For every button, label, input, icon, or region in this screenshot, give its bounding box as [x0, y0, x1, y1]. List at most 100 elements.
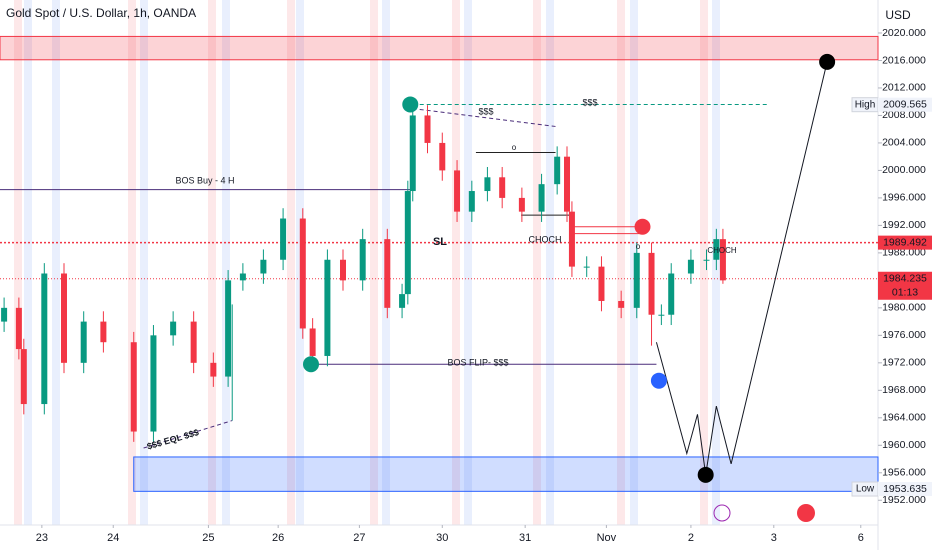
session-stripe [700, 0, 708, 525]
session-stripe [208, 0, 216, 525]
candle-body [648, 252, 655, 315]
flag-icon[interactable] [797, 504, 815, 522]
x-tick-label: 27 [353, 532, 365, 544]
candle-body [190, 321, 197, 363]
session-stripe [128, 0, 136, 525]
annotation: CHOCH [529, 234, 562, 244]
candle-body [150, 335, 157, 432]
candle-body [359, 239, 366, 281]
candle-body [598, 266, 605, 301]
candle-body [658, 314, 665, 316]
annotation: SL [433, 236, 447, 248]
candle-body [618, 300, 625, 308]
y-tick-label: 1992.000 [882, 219, 926, 231]
y-tick-label: 2008.000 [882, 109, 926, 121]
candle-body [280, 218, 287, 260]
price-badge-label: 1989.492 [883, 236, 927, 248]
session-stripe [546, 0, 554, 525]
price-badge [878, 271, 932, 300]
annotation: $$$ [478, 106, 493, 116]
candle-body [210, 362, 217, 377]
chart-title: Gold Spot / U.S. Dollar, 1h, OANDA [6, 6, 196, 20]
x-tick-label: 26 [272, 532, 284, 544]
session-stripe [287, 0, 295, 525]
candle-body [583, 266, 590, 268]
drawing-line [412, 108, 556, 127]
currency: USD [885, 8, 911, 22]
annotation: CHOCH [707, 246, 737, 255]
candle-body [41, 273, 48, 405]
y-tick-label: 2020.000 [882, 27, 926, 39]
session-stripe [222, 0, 230, 525]
session-stripe [452, 0, 460, 525]
x-tick-label: 3 [771, 532, 777, 544]
candle-body [130, 342, 137, 432]
candle-body [719, 239, 726, 281]
drawing-point [819, 53, 836, 70]
marker-badge [878, 97, 932, 112]
drawing-point [697, 466, 714, 483]
candle-body [424, 115, 431, 143]
y-tick-label: 1960.000 [882, 439, 926, 451]
y-tick-label: 2016.000 [882, 54, 926, 66]
annotation: $$$ [582, 97, 597, 107]
y-tick-label: 2012.000 [882, 82, 926, 94]
y-tick-label: 1952.000 [882, 494, 926, 506]
candle-body [1, 307, 8, 322]
session-stripe [617, 0, 625, 525]
session-stripe [52, 0, 60, 525]
y-tick-label: 1956.000 [882, 467, 926, 479]
y-tick-label: 1980.000 [882, 302, 926, 314]
candle-body [668, 273, 675, 315]
marker-tag-label: High [855, 99, 876, 110]
candle-body [633, 252, 640, 308]
x-tick-label: 6 [858, 532, 864, 544]
y-tick-label: 1964.000 [882, 412, 926, 424]
candle-body [20, 349, 27, 405]
candle-body [100, 321, 107, 343]
candle-body [384, 239, 391, 308]
candle-body [484, 177, 491, 192]
drawing-line [143, 420, 233, 449]
candle-body [15, 307, 22, 350]
candle-body [687, 259, 694, 274]
candle-body [409, 115, 416, 192]
session-stripe [140, 0, 148, 525]
drawing-point [634, 218, 651, 235]
x-tick-label: 25 [202, 532, 214, 544]
zone [133, 456, 879, 492]
annotation: BOS Buy - 4 H [175, 175, 234, 185]
session-stripe [14, 0, 22, 525]
candle-body [170, 321, 177, 336]
session-stripe [370, 0, 378, 525]
y-tick-label: 1988.000 [882, 247, 926, 259]
candle-body [299, 218, 306, 329]
x-tick-label: 2 [688, 532, 694, 544]
price-badge-label: 1984.235 [883, 273, 927, 285]
x-tick-label: 24 [107, 532, 119, 544]
x-tick-label: Nov [597, 532, 617, 544]
annotation: o [636, 242, 641, 251]
candle-body [538, 184, 545, 212]
countdown: 01:13 [892, 287, 918, 299]
candle-body [468, 191, 475, 212]
y-tick-label: 2000.000 [882, 164, 926, 176]
candle-body [239, 273, 246, 281]
price-badge [878, 235, 932, 250]
y-tick-label: 1976.000 [882, 329, 926, 341]
annotation: o [512, 143, 517, 152]
candle-body [713, 239, 720, 260]
marker-value: 2009.565 [883, 98, 927, 110]
marker-value: 1953.635 [883, 483, 927, 495]
candle-body [554, 156, 561, 185]
x-tick-label: 23 [36, 532, 48, 544]
event-icon[interactable] [713, 504, 731, 522]
session-stripe [533, 0, 541, 525]
candle-body [499, 177, 506, 198]
candle-body [703, 259, 710, 261]
candle-body [404, 191, 411, 295]
session-stripe [24, 0, 32, 525]
candle-body [339, 259, 346, 281]
candle-body [439, 142, 446, 171]
